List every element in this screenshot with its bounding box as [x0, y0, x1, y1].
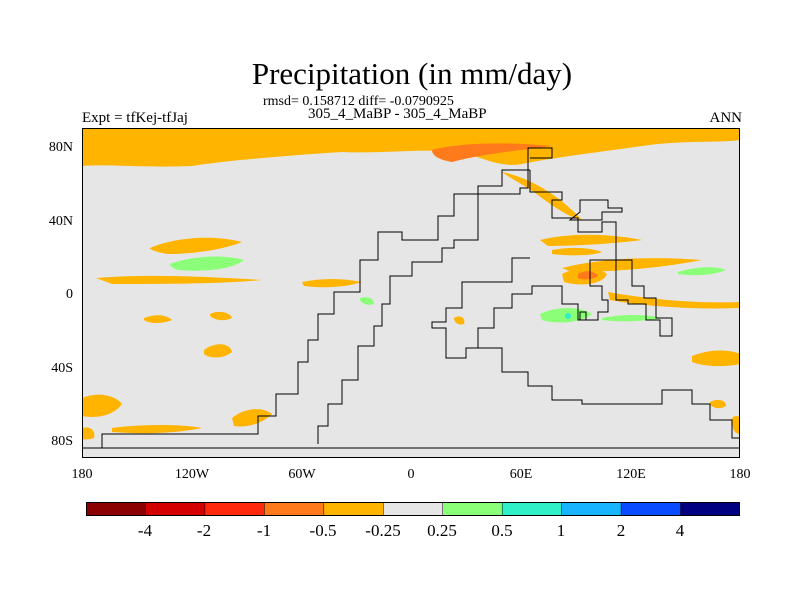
- anomaly-patch: [578, 271, 598, 280]
- arctic-tongue: [502, 172, 582, 220]
- lon-tick-label: 180: [729, 467, 751, 482]
- colorbar-cell: [86, 502, 147, 516]
- anomaly-patch: [360, 297, 374, 305]
- anomaly-patch: [82, 394, 122, 417]
- continent-outlines: [82, 147, 740, 449]
- colorbar-frame: [86, 502, 740, 516]
- colorbar-label: 4: [675, 521, 685, 540]
- anomaly-patch: [112, 425, 202, 434]
- anomaly-patch: [170, 256, 244, 271]
- colorbar-cell: [383, 502, 444, 516]
- arctic-anomaly-band: [82, 128, 740, 167]
- colorbar: [86, 502, 740, 516]
- colorbar-cell: [323, 502, 385, 516]
- anomaly-patch: [150, 237, 242, 254]
- lat-tick-label: 80N: [48, 140, 73, 155]
- plot-subtitle: 305_4_MaBP - 305_4_MaBP: [308, 106, 487, 122]
- lat-tick-label: 80S: [51, 434, 73, 449]
- lat-tick-label: 0: [66, 287, 73, 302]
- colorbar-label: 0.25: [427, 521, 457, 540]
- anomaly-patch: [232, 409, 272, 427]
- map-frame: [82, 128, 740, 458]
- arctic-strong-anomaly: [432, 143, 552, 162]
- colorbar-cell: [561, 502, 622, 516]
- colorbar-label: -4: [137, 521, 153, 540]
- lat-tick-label: 40S: [51, 361, 73, 376]
- map-background: [82, 128, 740, 458]
- colorbar-cell: [264, 502, 325, 516]
- anomaly-patch: [565, 313, 571, 319]
- colorbar-label: -0.5: [309, 521, 337, 540]
- lat-tick-label: 40N: [48, 214, 73, 229]
- precipitation-map: [82, 128, 740, 458]
- anomaly-patch: [692, 350, 740, 367]
- anomaly-patch: [454, 316, 465, 325]
- lon-tick-label: 120W: [174, 467, 210, 482]
- colorbar-label: -2: [196, 521, 212, 540]
- anomaly-patch: [204, 344, 232, 358]
- colorbar-cell: [442, 502, 503, 516]
- colorbar-label: 0.5: [491, 521, 513, 540]
- anomaly-patch: [96, 275, 262, 284]
- anomaly-patch: [678, 267, 726, 276]
- colorbar-label: 2: [616, 521, 626, 540]
- anomaly-patch: [302, 279, 362, 288]
- anomaly-patch: [210, 311, 232, 321]
- anomaly-patch: [552, 247, 602, 256]
- season-label: ANN: [709, 110, 743, 126]
- anomaly-patch: [82, 427, 95, 440]
- experiment-label: Expt = tfKej-tfJaj: [82, 110, 188, 126]
- anomaly-patch: [710, 399, 726, 409]
- colorbar-label: -1: [256, 521, 272, 540]
- colorbar-cell: [501, 502, 563, 516]
- colorbar-cell: [680, 502, 740, 516]
- colorbar-label: -0.25: [365, 521, 401, 540]
- stats-text: rmsd= 0.158712 diff= -0.0790925: [263, 94, 454, 109]
- anomaly-patch: [144, 315, 172, 323]
- colorbar-cell: [145, 502, 206, 516]
- colorbar-label: 1: [556, 521, 566, 540]
- colorbar-cell: [204, 502, 266, 516]
- plot-title: Precipitation (in mm/day): [251, 56, 573, 91]
- lon-tick-label: 0: [407, 467, 415, 482]
- lon-tick-label: 60E: [509, 467, 533, 482]
- lon-tick-label: 60W: [288, 467, 316, 482]
- lon-tick-label: 180: [71, 467, 93, 482]
- anomaly-patch: [732, 415, 740, 434]
- colorbar-cell: [620, 502, 682, 516]
- lon-tick-label: 120E: [616, 467, 646, 482]
